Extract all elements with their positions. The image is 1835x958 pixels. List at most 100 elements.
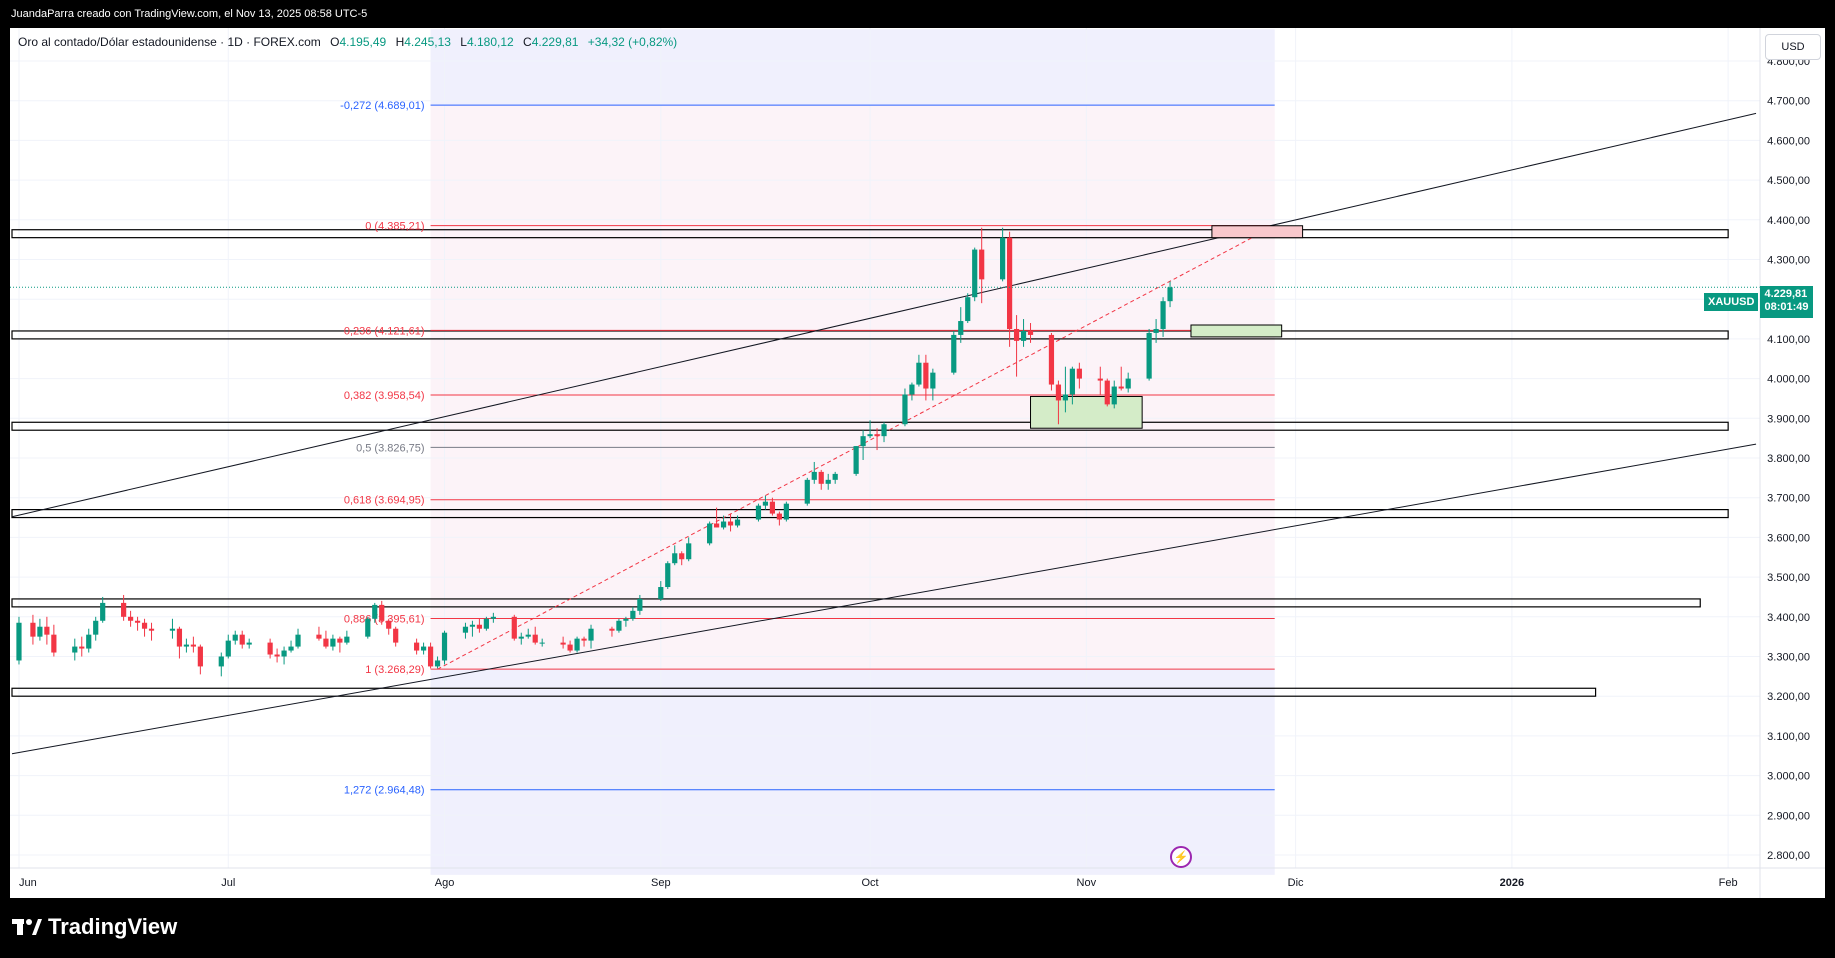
candle bbox=[769, 497, 776, 516]
candle-body bbox=[679, 553, 685, 560]
candle-body bbox=[44, 626, 50, 635]
candle bbox=[1076, 362, 1082, 389]
candle bbox=[295, 628, 301, 649]
fib-level-label: 1,272 (2.964,48) bbox=[344, 785, 425, 797]
candle-body bbox=[288, 646, 294, 651]
candle bbox=[386, 618, 392, 635]
candle-body bbox=[1076, 368, 1082, 379]
time-tick-label: Nov bbox=[1077, 877, 1097, 889]
candle bbox=[881, 422, 887, 443]
candle-body bbox=[923, 362, 929, 389]
candle bbox=[916, 354, 922, 387]
time-tick-label: 2026 bbox=[1500, 877, 1524, 889]
candle bbox=[616, 618, 622, 633]
candle bbox=[100, 596, 106, 623]
price-tag-value: 4.229,81 08:01:49 bbox=[1760, 286, 1813, 318]
candle-body bbox=[427, 646, 434, 667]
footer-bar: TradingView bbox=[0, 898, 1835, 958]
candle-body bbox=[72, 646, 78, 653]
tradingview-mark-icon bbox=[12, 919, 42, 935]
candle bbox=[762, 495, 769, 510]
candle-body bbox=[79, 646, 85, 649]
candle-body bbox=[783, 503, 789, 520]
candle bbox=[539, 638, 545, 647]
price-tick-label: 4.100,00 bbox=[1767, 334, 1810, 346]
candle bbox=[679, 551, 685, 566]
candle-body bbox=[30, 622, 36, 637]
candle-body bbox=[274, 654, 280, 657]
candle-body bbox=[832, 473, 838, 480]
candle-body bbox=[316, 634, 322, 639]
candle-body bbox=[958, 321, 964, 335]
time-tick-label: Feb bbox=[1719, 877, 1738, 889]
candle bbox=[379, 600, 385, 625]
currency-button[interactable]: USD bbox=[1765, 34, 1821, 60]
candle bbox=[567, 640, 573, 653]
candle-body bbox=[295, 634, 301, 647]
candle bbox=[183, 638, 190, 653]
candle bbox=[1027, 323, 1034, 343]
candle-body bbox=[637, 598, 643, 611]
candle bbox=[776, 511, 782, 526]
candle bbox=[51, 624, 57, 657]
candle bbox=[518, 632, 524, 645]
candle bbox=[434, 656, 441, 669]
candle-body bbox=[1062, 394, 1069, 401]
low-value: 4.180,12 bbox=[466, 35, 514, 49]
fib-bg-bottom bbox=[430, 669, 1275, 875]
candle-body bbox=[197, 646, 203, 667]
candle bbox=[267, 638, 273, 659]
candle-body bbox=[1020, 330, 1027, 341]
candle-body bbox=[330, 638, 336, 647]
low-label: L bbox=[460, 35, 467, 49]
candle-body bbox=[393, 628, 399, 643]
candle-body bbox=[965, 297, 971, 322]
flash-icon[interactable]: ⚡ bbox=[1170, 846, 1192, 868]
price-tick-label: 3.900,00 bbox=[1767, 413, 1810, 425]
candle-body bbox=[218, 656, 224, 667]
price-tag-symbol: XAUUSD bbox=[1704, 293, 1759, 311]
candle-body bbox=[134, 620, 141, 623]
price-tick-label: 2.800,00 bbox=[1767, 850, 1810, 862]
open-value: 4.195,49 bbox=[339, 35, 387, 49]
candle bbox=[1167, 281, 1173, 308]
fib-level-label: 0,236 (4.121,61) bbox=[344, 325, 425, 337]
price-chart[interactable]: -0,272 (4.689,01) 0 (4.385,21) 0,236 (4.12… bbox=[10, 28, 1825, 898]
candle bbox=[490, 612, 496, 623]
candle bbox=[1013, 315, 1020, 377]
candle bbox=[951, 330, 957, 375]
candle-body bbox=[1055, 384, 1062, 401]
candle bbox=[958, 307, 964, 343]
fib-level-label: 0,5 (3.826,75) bbox=[356, 442, 425, 454]
candle bbox=[581, 636, 587, 647]
candle bbox=[86, 628, 92, 653]
candle-body bbox=[930, 372, 936, 389]
candle bbox=[16, 616, 22, 665]
candle bbox=[1069, 366, 1075, 405]
candle-body bbox=[713, 523, 720, 528]
candle bbox=[755, 503, 762, 522]
candle bbox=[1146, 328, 1152, 381]
support-resistance-zone bbox=[11, 509, 1729, 519]
time-tick-label: Sep bbox=[651, 877, 671, 889]
candle-body bbox=[1160, 301, 1166, 329]
chart-frame[interactable]: -0,272 (4.689,01) 0 (4.385,21) 0,236 (4.12… bbox=[10, 28, 1825, 898]
highlight-box bbox=[1190, 324, 1283, 338]
candle bbox=[1055, 380, 1062, 425]
highlight-box bbox=[1211, 225, 1304, 239]
candle bbox=[37, 618, 43, 641]
candle bbox=[909, 382, 915, 401]
candle-body bbox=[1048, 334, 1055, 385]
tradingview-logo[interactable]: TradingView bbox=[12, 914, 177, 940]
candle-body bbox=[804, 479, 810, 504]
candle-body bbox=[825, 479, 831, 484]
candle bbox=[972, 247, 978, 302]
last-price-tag: XAUUSD 4.229,81 08:01:49 bbox=[1704, 286, 1813, 318]
candle bbox=[686, 537, 692, 562]
candle bbox=[197, 644, 203, 675]
candle bbox=[923, 354, 929, 401]
price-tick-label: 3.600,00 bbox=[1767, 532, 1810, 544]
candle bbox=[1125, 372, 1131, 393]
candle bbox=[1118, 366, 1124, 391]
candle bbox=[44, 616, 50, 645]
